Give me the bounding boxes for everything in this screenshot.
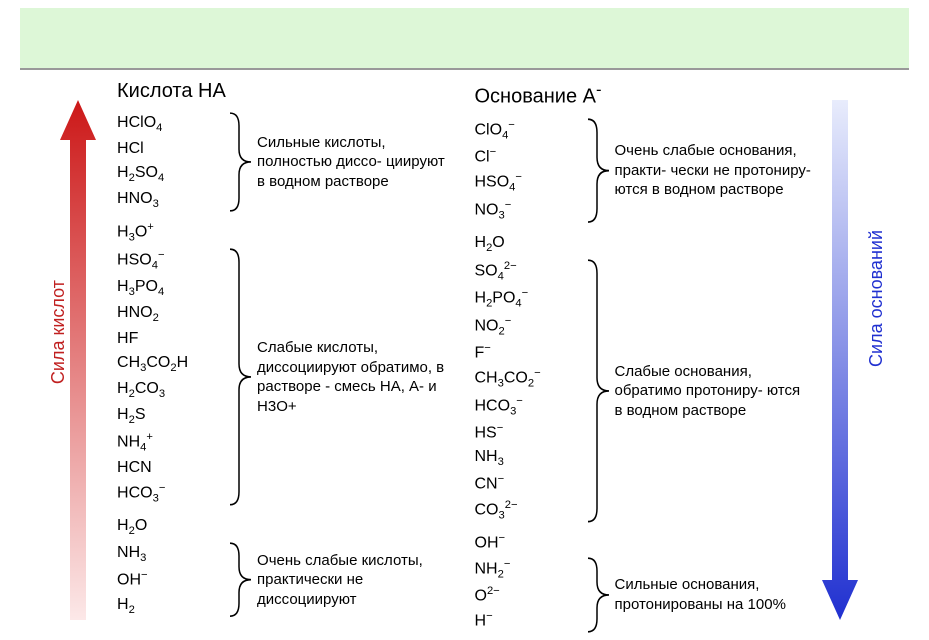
acid-formula: CH3CO2H xyxy=(117,351,227,377)
acid-column-title: Кислота HA xyxy=(107,80,464,103)
acid-groups-container: HClO4HClH2SO4HNO3 Сильные кислоты, полно… xyxy=(107,111,464,625)
base-group-description: Слабые основания, обратимо протониру- ют… xyxy=(615,258,822,524)
brace-icon xyxy=(227,247,257,507)
acid-column: Кислота HA HClO4HClH2SO4HNO3 Сильные кис… xyxy=(107,80,464,640)
acid-group-description: Сильные кислоты, полностью диссо- циирую… xyxy=(257,111,464,213)
base-column-title: Основание A- xyxy=(465,80,822,109)
base-column: Основание A- ClO4−Cl−HSO4−NO3− Очень сла… xyxy=(465,80,822,640)
content-area: Сила кислот Кислота HA HClO4HClH2SO4HNO3… xyxy=(60,80,869,640)
acid-formula: HCO3− xyxy=(117,480,227,507)
base-formula: NH3 xyxy=(475,445,585,471)
acid-formula: H2 xyxy=(117,593,227,619)
acid-arrow-column: Сила кислот xyxy=(60,80,107,640)
base-formula: CH3CO2− xyxy=(475,365,585,392)
brace-icon xyxy=(227,111,257,213)
base-formula: Cl− xyxy=(475,144,585,169)
base-arrow-column: Сила оснований xyxy=(822,80,869,640)
base-formula: NO2− xyxy=(475,313,585,340)
base-strength-label: Сила оснований xyxy=(866,230,887,367)
base-formula-list: ClO4−Cl−HSO4−NO3− xyxy=(465,117,585,224)
acid-formula-list: HSO4−H3PO4HNO2HFCH3CO2HH2CO3H2SNH4+HCNHC… xyxy=(107,247,227,507)
acid-formula-list: NH3OH−H2 xyxy=(107,541,227,618)
acid-group: HSO4−H3PO4HNO2HFCH3CO2HH2CO3H2SNH4+HCNHC… xyxy=(107,247,464,507)
acid-group: HClO4HClH2SO4HNO3 Сильные кислоты, полно… xyxy=(107,111,464,213)
acid-group: NH3OH−H2 Очень слабые кислоты, практичес… xyxy=(107,541,464,618)
top-banner xyxy=(20,8,909,70)
acid-formula: HCN xyxy=(117,456,227,480)
base-group: ClO4−Cl−HSO4−NO3− Очень слабые основания… xyxy=(465,117,822,224)
base-formula: SO42− xyxy=(475,258,585,285)
base-formula-list: NH2−O2−H− xyxy=(465,556,585,634)
acid-formula: HCl xyxy=(117,137,227,161)
base-formula: HS− xyxy=(475,420,585,445)
acid-strength-label: Сила кислот xyxy=(48,280,69,384)
base-formula: CO32− xyxy=(475,497,585,524)
acid-formula: HNO2 xyxy=(117,301,227,327)
acid-formula: H2CO3 xyxy=(117,377,227,403)
acid-single-formula: H2O xyxy=(107,513,464,541)
base-formula: H2PO4− xyxy=(475,285,585,312)
base-formula: HCO3− xyxy=(475,393,585,420)
base-formula: H− xyxy=(475,608,585,633)
brace-icon xyxy=(585,556,615,634)
base-formula: O2− xyxy=(475,583,585,608)
acid-formula: HF xyxy=(117,327,227,351)
base-single-formula: H2O xyxy=(465,230,822,258)
base-formula: NH2− xyxy=(475,556,585,583)
acid-group-description: Очень слабые кислоты, практически не дис… xyxy=(257,541,464,618)
acid-formula: H2SO4 xyxy=(117,161,227,187)
acid-formula: H2S xyxy=(117,403,227,429)
base-strength-arrow xyxy=(822,100,858,620)
base-formula: HSO4− xyxy=(475,169,585,196)
acid-single-formula: H3O+ xyxy=(107,219,464,247)
base-formula: ClO4− xyxy=(475,117,585,144)
base-group: SO42−H2PO4−NO2−F−CH3CO2−HCO3−HS−NH3CN−CO… xyxy=(465,258,822,524)
base-formula: CN− xyxy=(475,471,585,496)
acid-group-description: Слабые кислоты, диссоциируют обратимо, в… xyxy=(257,247,464,507)
acid-formula: HSO4− xyxy=(117,247,227,274)
brace-icon xyxy=(585,258,615,524)
acid-formula: HNO3 xyxy=(117,187,227,213)
base-formula-list: SO42−H2PO4−NO2−F−CH3CO2−HCO3−HS−NH3CN−CO… xyxy=(465,258,585,524)
base-group-description: Очень слабые основания, практи- чески не… xyxy=(615,117,822,224)
acid-formula: HClO4 xyxy=(117,111,227,137)
brace-icon xyxy=(227,541,257,618)
brace-icon xyxy=(585,117,615,224)
base-groups-container: ClO4−Cl−HSO4−NO3− Очень слабые основания… xyxy=(465,117,822,640)
base-group-description: Сильные основания, протонированы на 100% xyxy=(615,556,822,634)
acid-formula-list: HClO4HClH2SO4HNO3 xyxy=(107,111,227,213)
acid-formula: NH4+ xyxy=(117,429,227,456)
acid-formula: NH3 xyxy=(117,541,227,567)
acid-formula: OH− xyxy=(117,567,227,592)
base-formula: NO3− xyxy=(475,197,585,224)
acid-formula: H3PO4 xyxy=(117,275,227,301)
base-group: NH2−O2−H− Сильные основания, протонирова… xyxy=(465,556,822,634)
base-single-formula: OH− xyxy=(465,530,822,556)
base-formula: F− xyxy=(475,340,585,365)
